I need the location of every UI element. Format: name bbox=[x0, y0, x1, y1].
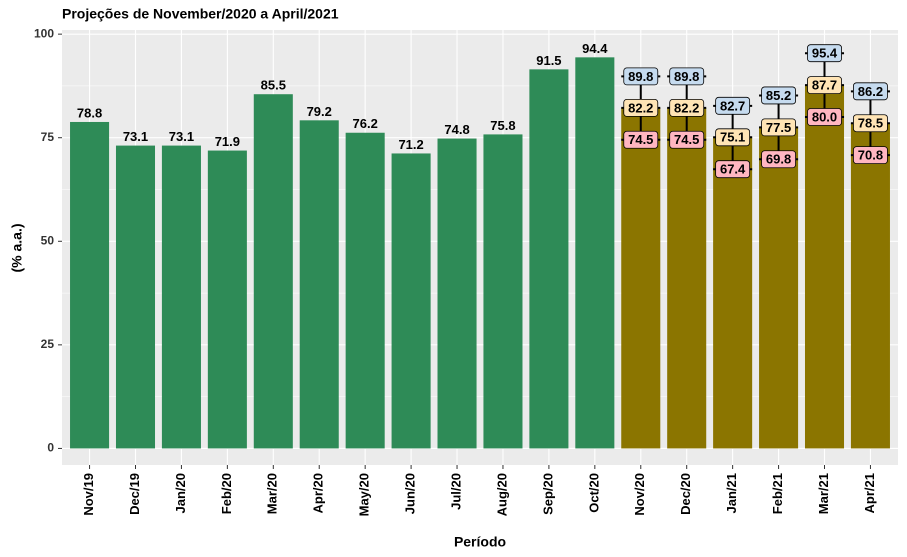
label-box bbox=[807, 44, 842, 63]
label-box bbox=[669, 67, 705, 86]
x-tick-label: Feb/20 bbox=[219, 473, 234, 514]
data-label: 73.1 bbox=[169, 129, 194, 144]
label-box bbox=[623, 130, 659, 149]
x-tick-label: Nov/19 bbox=[81, 473, 96, 516]
data-label: 94.4 bbox=[582, 41, 608, 56]
bar bbox=[253, 94, 293, 449]
bar bbox=[437, 138, 477, 449]
x-tick-label: Feb/21 bbox=[770, 473, 785, 514]
label-box bbox=[853, 146, 888, 165]
x-tick-label: Oct/20 bbox=[586, 473, 601, 513]
label-box bbox=[669, 98, 705, 117]
x-tick-label: Apr/20 bbox=[311, 473, 326, 513]
label-box bbox=[623, 67, 659, 86]
bar bbox=[161, 145, 201, 449]
data-label: 82.2 bbox=[674, 100, 699, 115]
label-box bbox=[761, 118, 796, 137]
x-tick-label: Mar/20 bbox=[265, 473, 280, 514]
x-tick-label: Aug/20 bbox=[494, 473, 509, 516]
data-label: 79.2 bbox=[307, 104, 332, 119]
bar bbox=[115, 145, 156, 449]
y-tick-label: 100 bbox=[34, 26, 54, 40]
x-tick-label: Jan/21 bbox=[724, 473, 739, 513]
data-label: 85.5 bbox=[261, 78, 286, 93]
data-label: 73.1 bbox=[123, 129, 148, 144]
label-box bbox=[807, 76, 842, 94]
bar bbox=[713, 137, 753, 449]
data-label: 67.4 bbox=[720, 162, 746, 177]
bar bbox=[667, 107, 707, 449]
data-label: 80.0 bbox=[812, 109, 837, 124]
bar bbox=[575, 57, 615, 449]
x-tick-label: Nov/20 bbox=[632, 473, 647, 516]
data-label: 86.2 bbox=[858, 84, 883, 99]
y-axis-label: (% a.a.) bbox=[9, 223, 25, 272]
data-label: 70.8 bbox=[858, 148, 883, 163]
data-label: 76.2 bbox=[353, 116, 378, 131]
data-label: 75.8 bbox=[490, 118, 515, 133]
plot-panel bbox=[62, 30, 898, 465]
bar bbox=[850, 123, 890, 449]
label-box bbox=[761, 86, 796, 105]
data-label: 85.2 bbox=[766, 88, 791, 103]
data-label: 78.5 bbox=[858, 116, 883, 131]
x-tick-label: Jun/20 bbox=[403, 473, 418, 514]
data-label: 75.1 bbox=[720, 130, 745, 145]
x-tick-label: Dec/20 bbox=[678, 473, 693, 515]
y-tick-label: 25 bbox=[41, 337, 55, 351]
label-box bbox=[715, 160, 751, 179]
data-label: 82.2 bbox=[628, 100, 653, 115]
data-label: 71.2 bbox=[398, 137, 423, 152]
data-label: 69.8 bbox=[766, 152, 791, 167]
label-box bbox=[715, 96, 751, 115]
bar bbox=[345, 132, 385, 449]
data-label: 74.8 bbox=[444, 122, 469, 137]
x-axis-label: Período bbox=[454, 534, 506, 550]
bar bbox=[299, 120, 339, 449]
x-tick-label: Jan/20 bbox=[173, 473, 188, 513]
bar bbox=[759, 127, 799, 449]
label-box bbox=[669, 130, 705, 149]
bar bbox=[70, 121, 110, 449]
y-tick-label: 75 bbox=[41, 130, 55, 144]
data-label: 77.5 bbox=[766, 120, 791, 135]
x-tick-label: Dec/19 bbox=[127, 473, 142, 515]
label-box bbox=[623, 98, 659, 117]
x-tick-label: Apr/21 bbox=[862, 473, 877, 513]
data-label: 95.4 bbox=[812, 46, 838, 61]
data-label: 91.5 bbox=[536, 53, 561, 68]
data-label: 89.8 bbox=[628, 69, 653, 84]
label-box bbox=[853, 114, 888, 133]
data-label: 74.5 bbox=[628, 132, 653, 147]
bar bbox=[804, 85, 845, 449]
data-label: 71.9 bbox=[215, 134, 240, 149]
chart-title: Projeções de November/2020 a April/2021 bbox=[62, 6, 339, 22]
data-label: 74.5 bbox=[674, 132, 699, 147]
label-box bbox=[715, 128, 751, 147]
x-tick-label: Jul/20 bbox=[448, 473, 463, 510]
bar bbox=[529, 69, 569, 449]
label-box bbox=[807, 108, 842, 126]
label-box bbox=[761, 150, 796, 169]
data-label: 82.7 bbox=[720, 98, 745, 113]
data-label: 78.8 bbox=[77, 105, 102, 120]
bar bbox=[483, 134, 523, 449]
y-tick-label: 0 bbox=[47, 441, 54, 455]
label-box bbox=[853, 82, 888, 101]
data-label: 87.7 bbox=[812, 78, 837, 93]
bar bbox=[391, 153, 431, 449]
x-tick-label: May/20 bbox=[357, 473, 372, 516]
y-tick-label: 50 bbox=[41, 233, 55, 247]
bar bbox=[621, 107, 661, 449]
x-tick-label: Sep/20 bbox=[540, 473, 555, 515]
data-label: 89.8 bbox=[674, 69, 699, 84]
x-tick-label: Mar/21 bbox=[816, 473, 831, 514]
bar bbox=[207, 150, 247, 449]
